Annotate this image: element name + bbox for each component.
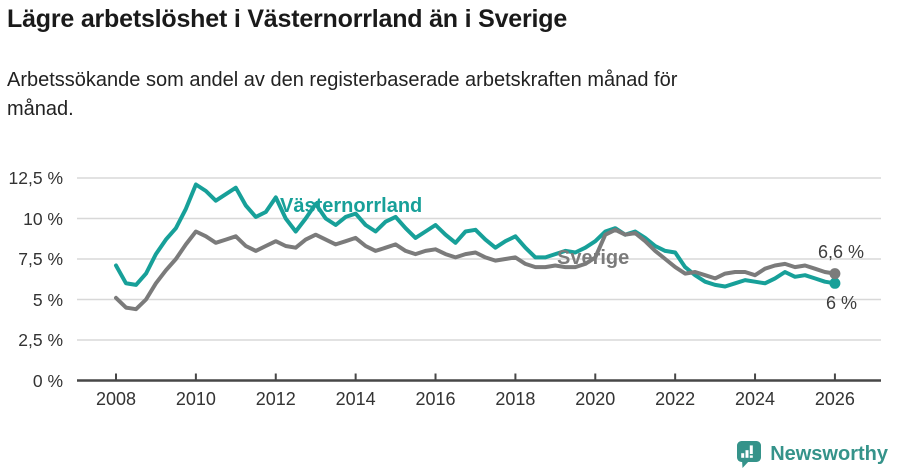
newsworthy-logo-icon [737, 441, 762, 468]
series-line-sverige [114, 227, 837, 312]
chart-subtitle: Arbetssökande som andel av den registerb… [7, 69, 678, 120]
y-tick-label: 10 % [23, 208, 63, 229]
page-title: Lägre arbetslöshet i Västernorrland än i… [7, 5, 568, 33]
y-tick-label: 7,5 % [18, 249, 63, 269]
x-tick-label: 2008 [95, 389, 137, 409]
x-tick-label: 2014 [335, 389, 376, 409]
y-tick-label: 0 % [32, 370, 63, 391]
x-tick-label: 2022 [655, 389, 696, 409]
end-value-sverige: 6,6 % [818, 242, 865, 262]
end-dot-sverige [829, 268, 841, 280]
x-tick-label: 2018 [495, 389, 536, 409]
end-dot-vasternorrland [829, 277, 841, 289]
x-tick-label: 2024 [735, 389, 776, 409]
x-tick-label: 2010 [175, 389, 216, 409]
x-tick-label: 2026 [814, 389, 855, 409]
series-label-vasternorrland: Västernorrland [280, 195, 423, 217]
newsworthy-brand-text: Newsworthy [770, 443, 888, 465]
y-tick-label: 5 % [32, 289, 63, 310]
x-tick-label: 2012 [255, 389, 296, 409]
x-tick-label: 2016 [415, 389, 456, 409]
end-value-vasternorrland: 6 % [826, 293, 858, 313]
series-line-vasternorrland [114, 182, 837, 289]
newsworthy-brand-link[interactable]: Newsworthy [736, 440, 888, 469]
x-tick-label: 2020 [575, 389, 616, 409]
series-label-sverige: Sverige [557, 247, 630, 269]
y-tick-label: 12,5 % [8, 168, 63, 188]
y-tick-label: 2,5 % [18, 330, 63, 350]
